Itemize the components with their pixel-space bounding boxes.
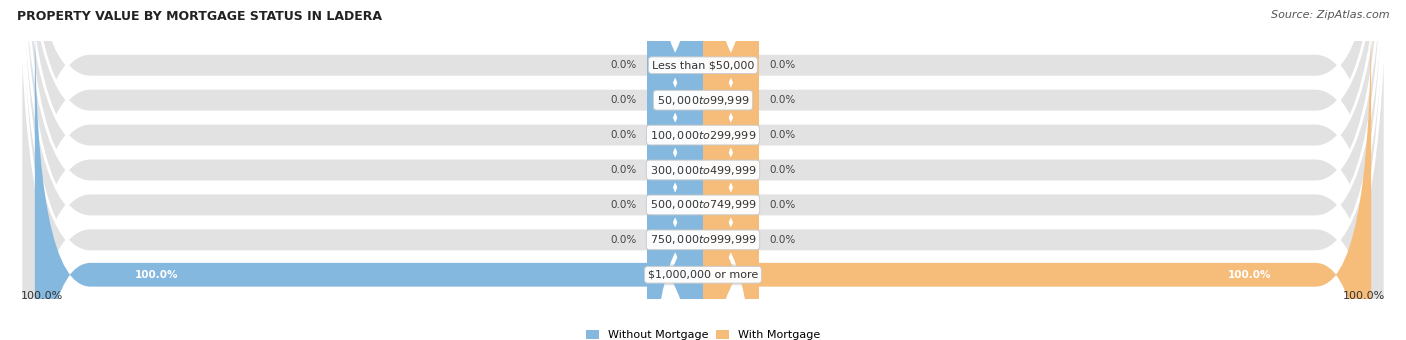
Text: 0.0%: 0.0%: [610, 130, 637, 140]
FancyBboxPatch shape: [703, 0, 759, 340]
Legend: Without Mortgage, With Mortgage: Without Mortgage, With Mortgage: [585, 330, 821, 340]
Text: $750,000 to $999,999: $750,000 to $999,999: [650, 233, 756, 246]
FancyBboxPatch shape: [35, 7, 703, 340]
Text: 0.0%: 0.0%: [610, 165, 637, 175]
Text: 100.0%: 100.0%: [21, 291, 63, 301]
Text: 0.0%: 0.0%: [769, 165, 796, 175]
FancyBboxPatch shape: [21, 0, 1385, 340]
Text: 0.0%: 0.0%: [610, 200, 637, 210]
Text: Source: ZipAtlas.com: Source: ZipAtlas.com: [1271, 10, 1389, 20]
FancyBboxPatch shape: [703, 0, 759, 340]
Text: $500,000 to $749,999: $500,000 to $749,999: [650, 199, 756, 211]
Text: $50,000 to $99,999: $50,000 to $99,999: [657, 94, 749, 107]
Text: 0.0%: 0.0%: [769, 235, 796, 245]
Text: PROPERTY VALUE BY MORTGAGE STATUS IN LADERA: PROPERTY VALUE BY MORTGAGE STATUS IN LAD…: [17, 10, 382, 23]
FancyBboxPatch shape: [647, 0, 703, 340]
Text: 0.0%: 0.0%: [769, 130, 796, 140]
Text: Less than $50,000: Less than $50,000: [652, 60, 754, 70]
FancyBboxPatch shape: [703, 0, 759, 340]
FancyBboxPatch shape: [647, 0, 703, 340]
FancyBboxPatch shape: [647, 0, 703, 340]
FancyBboxPatch shape: [647, 0, 703, 340]
FancyBboxPatch shape: [21, 0, 1385, 340]
Text: 100.0%: 100.0%: [135, 270, 179, 280]
Text: $100,000 to $299,999: $100,000 to $299,999: [650, 129, 756, 141]
Text: 100.0%: 100.0%: [1343, 291, 1385, 301]
FancyBboxPatch shape: [703, 0, 759, 333]
FancyBboxPatch shape: [703, 0, 759, 340]
FancyBboxPatch shape: [703, 7, 1371, 340]
Text: 100.0%: 100.0%: [1227, 270, 1271, 280]
Text: 0.0%: 0.0%: [769, 60, 796, 70]
Text: $1,000,000 or more: $1,000,000 or more: [648, 270, 758, 280]
Text: $300,000 to $499,999: $300,000 to $499,999: [650, 164, 756, 176]
FancyBboxPatch shape: [21, 0, 1385, 340]
Text: 0.0%: 0.0%: [610, 235, 637, 245]
Text: 0.0%: 0.0%: [769, 95, 796, 105]
FancyBboxPatch shape: [703, 0, 759, 340]
FancyBboxPatch shape: [647, 0, 703, 340]
Text: 0.0%: 0.0%: [610, 60, 637, 70]
FancyBboxPatch shape: [21, 0, 1385, 340]
Text: 0.0%: 0.0%: [610, 95, 637, 105]
Text: 0.0%: 0.0%: [769, 200, 796, 210]
FancyBboxPatch shape: [647, 0, 703, 333]
FancyBboxPatch shape: [21, 0, 1385, 340]
FancyBboxPatch shape: [21, 0, 1385, 340]
FancyBboxPatch shape: [21, 0, 1385, 340]
